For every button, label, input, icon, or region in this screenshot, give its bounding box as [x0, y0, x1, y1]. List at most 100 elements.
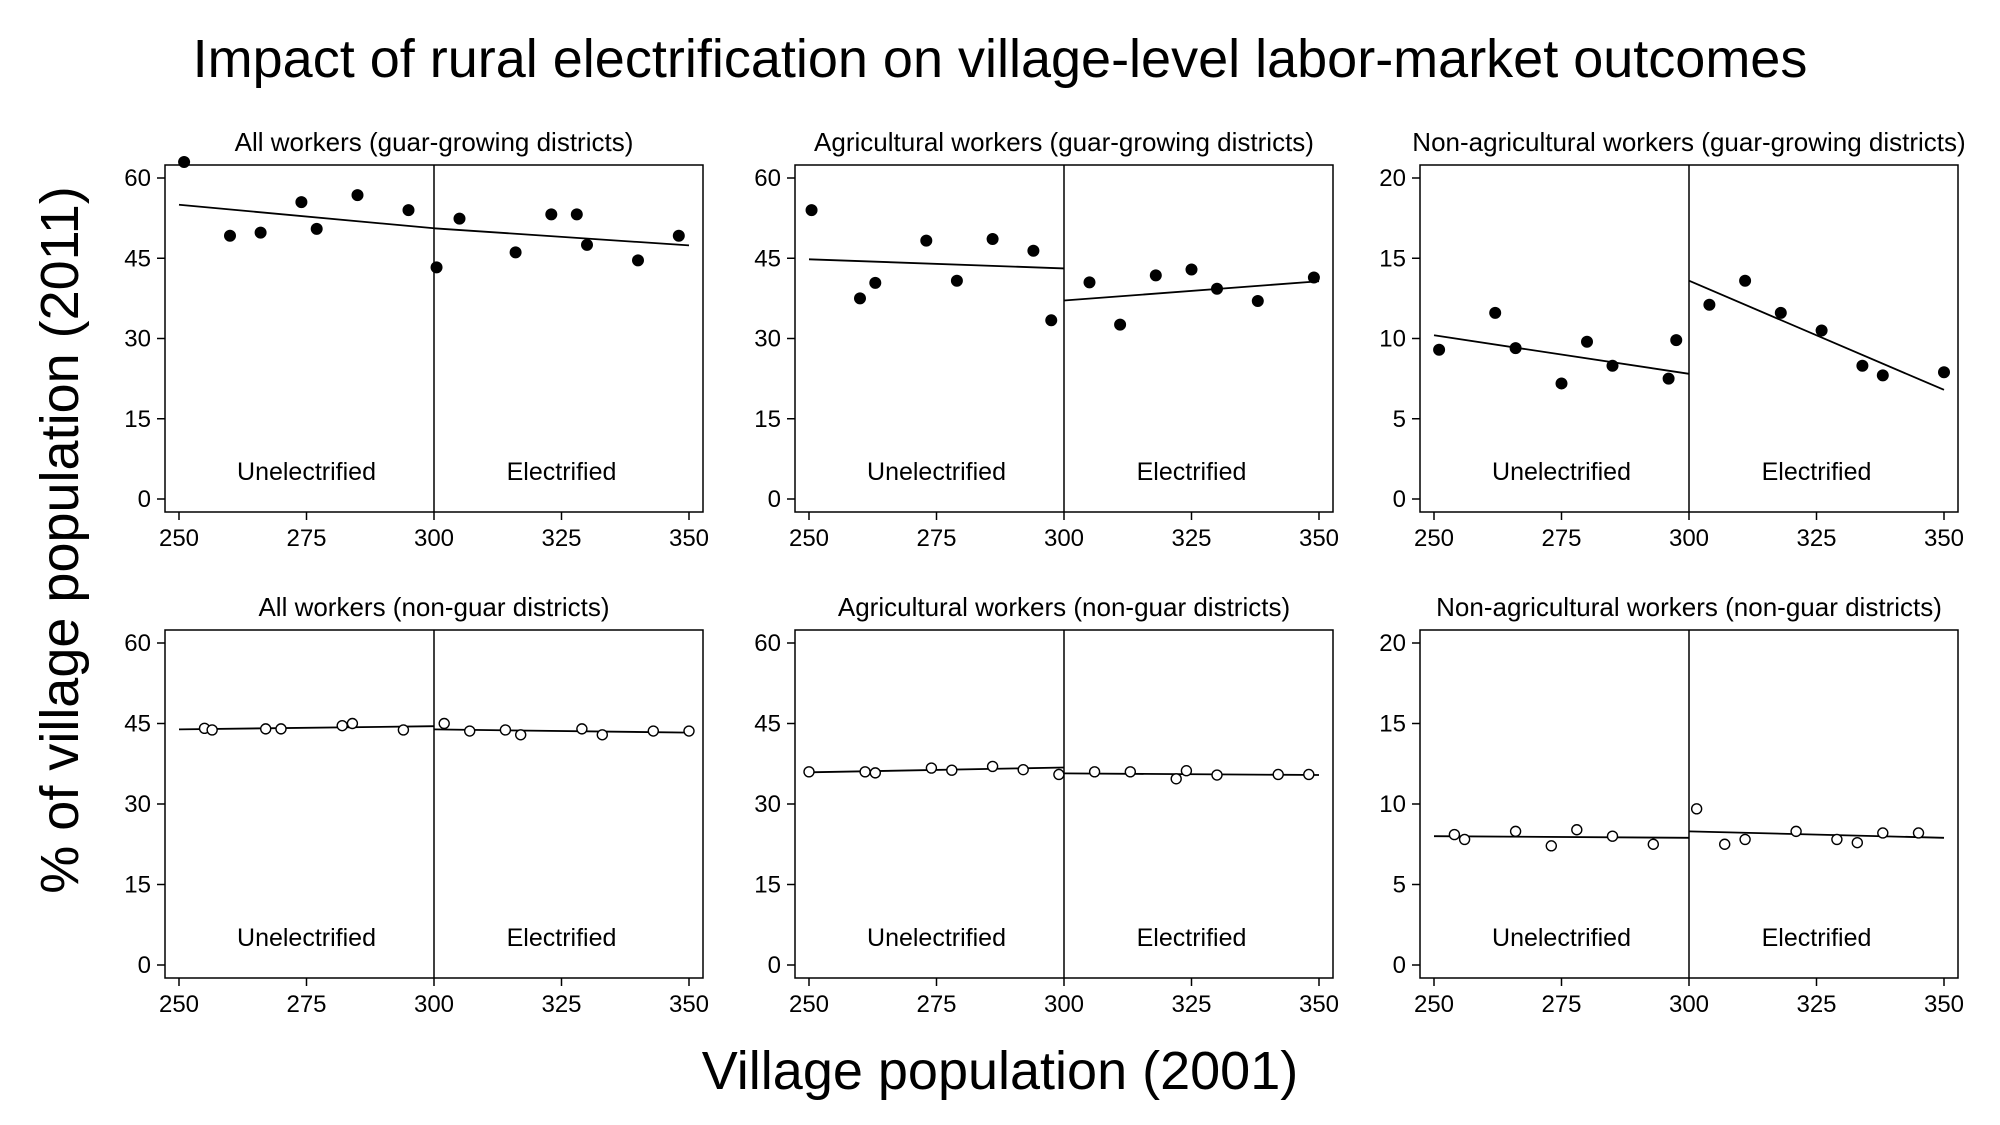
data-point: [1509, 825, 1522, 838]
panel-6: Non-agricultural workers (non-guar distr…: [1379, 592, 1964, 1018]
x-tick-label: 250: [1414, 525, 1454, 552]
data-point: [854, 292, 866, 305]
data-point: [402, 204, 415, 217]
data-point: [1790, 825, 1802, 838]
y-tick-label: 0: [1393, 486, 1406, 513]
panel-title: All workers (guar-growing districts): [235, 127, 634, 157]
data-point: [672, 229, 685, 242]
x-tick-label: 350: [1299, 991, 1339, 1018]
data-point: [1555, 377, 1568, 390]
x-tick-label: 325: [541, 525, 581, 552]
y-tick-label: 15: [124, 406, 151, 433]
data-point: [1272, 768, 1284, 781]
data-point: [254, 226, 267, 239]
data-point: [1083, 276, 1096, 289]
data-point: [1718, 838, 1731, 850]
fit-line-left: [808, 258, 1065, 270]
fit-line-left: [178, 203, 435, 230]
panel-title: All workers (non-guar districts): [258, 592, 609, 622]
x-tick-label: 300: [414, 525, 454, 552]
data-point: [397, 724, 410, 736]
y-tick-label: 20: [1379, 630, 1406, 657]
data-point: [1448, 828, 1461, 841]
y-tick-label: 15: [1379, 245, 1406, 272]
data-point: [310, 222, 323, 235]
data-point: [1045, 314, 1058, 327]
x-tick-label: 275: [1541, 991, 1581, 1018]
data-point: [1211, 769, 1223, 781]
y-tick-label: 60: [754, 630, 781, 657]
data-point: [1571, 824, 1583, 836]
fit-line-left: [1433, 835, 1690, 839]
x-tick-label: 250: [789, 991, 829, 1018]
region-label-electrified: Electrified: [1762, 924, 1872, 952]
x-tick-label: 300: [1044, 991, 1084, 1018]
data-point: [1912, 827, 1925, 839]
data-point: [632, 254, 644, 267]
data-point: [1458, 833, 1471, 846]
y-tick-label: 0: [768, 952, 781, 979]
x-tick-label: 275: [1541, 525, 1581, 552]
data-point: [1876, 369, 1889, 382]
data-point: [869, 767, 881, 779]
data-point: [1088, 766, 1101, 778]
data-point: [986, 232, 999, 245]
data-point: [647, 725, 659, 737]
x-tick-label: 275: [286, 525, 326, 552]
y-tick-label: 0: [138, 486, 151, 513]
data-point: [260, 723, 272, 735]
data-point: [499, 724, 512, 736]
data-point: [275, 723, 287, 735]
y-tick-label: 30: [754, 326, 781, 353]
data-point: [859, 766, 871, 778]
fit-line-right: [433, 227, 690, 247]
y-tick-label: 0: [138, 952, 151, 979]
data-point: [438, 717, 450, 730]
data-point: [950, 274, 963, 287]
y-tick-label: 30: [124, 791, 151, 818]
data-point: [464, 725, 476, 737]
region-label-electrified: Electrified: [507, 924, 617, 952]
y-tick-label: 5: [1393, 872, 1406, 899]
y-tick-label: 45: [754, 245, 781, 272]
x-tick-label: 250: [159, 991, 199, 1018]
fit-line-right: [1688, 279, 1945, 391]
panel-title: Non-agricultural workers (guar-growing d…: [1412, 127, 1965, 157]
data-point: [1703, 298, 1716, 311]
x-tick-label: 325: [1796, 525, 1836, 552]
panel-2: Agricultural workers (guar-growing distr…: [754, 127, 1339, 552]
data-point: [1739, 833, 1751, 846]
data-point: [1856, 359, 1869, 372]
data-point: [351, 189, 364, 202]
x-tick-label: 325: [1796, 991, 1836, 1018]
panel-4: All workers (non-guar districts) 0 15 30 45 6…: [124, 592, 709, 1018]
fit-line-left: [1433, 334, 1690, 375]
data-point: [178, 155, 191, 168]
y-tick-label: 15: [754, 872, 781, 899]
data-point: [1124, 766, 1137, 778]
data-point: [1815, 324, 1828, 337]
panel-title: Agricultural workers (non-guar districts…: [838, 592, 1290, 622]
region-label-electrified: Electrified: [1762, 458, 1872, 486]
x-axis-title: Village population (2001): [701, 1041, 1299, 1101]
data-point: [1027, 244, 1040, 257]
region-label-electrified: Electrified: [1137, 924, 1247, 952]
fit-line-right: [433, 728, 690, 734]
data-point: [1662, 372, 1675, 385]
data-point: [1303, 768, 1315, 781]
y-tick-label: 15: [1379, 711, 1406, 738]
data-point: [1647, 838, 1660, 850]
chart-title: Impact of rural electrification on villa…: [192, 29, 1808, 89]
y-tick-label: 30: [754, 791, 781, 818]
data-point: [1545, 840, 1558, 852]
y-tick-label: 60: [754, 165, 781, 192]
panel-1: All workers (guar-growing districts) 0 15 3…: [124, 127, 709, 552]
x-tick-label: 275: [916, 525, 956, 552]
region-label-unelectrified: Unelectrified: [867, 924, 1006, 952]
region-label-unelectrified: Unelectrified: [237, 924, 376, 952]
data-point: [1606, 830, 1619, 842]
x-tick-label: 350: [669, 525, 709, 552]
y-tick-label: 20: [1379, 165, 1406, 192]
data-point: [1509, 342, 1522, 355]
